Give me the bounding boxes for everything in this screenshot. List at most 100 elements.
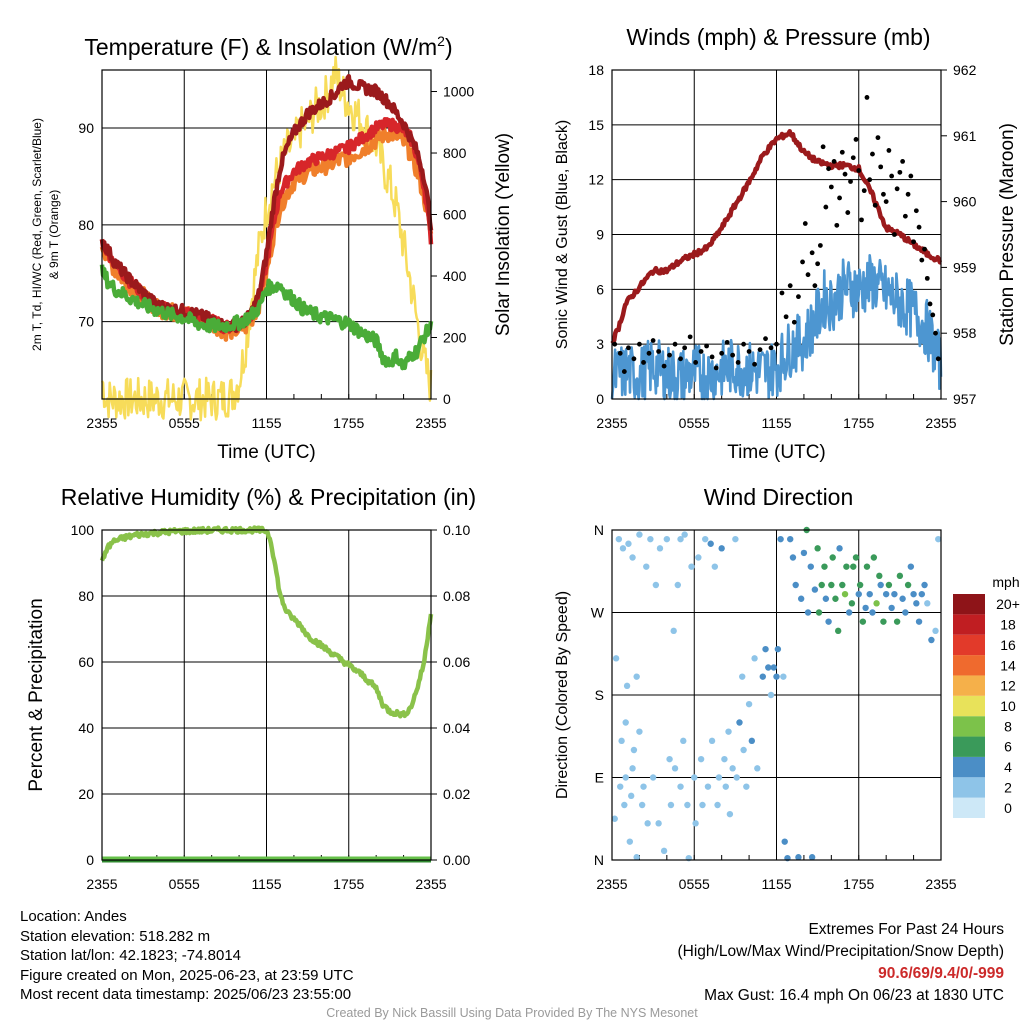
direction-point [722,783,729,790]
gust-point [809,250,815,256]
y-right-tick-label: 0.08 [443,588,470,604]
max-gust: Max Gust: 16.4 mph On 06/23 at 1830 UTC [704,987,1004,1004]
gust-point [831,158,837,164]
direction-point [814,545,821,552]
gust-point [886,148,892,153]
colorbar-title: mph [992,574,1019,590]
gust-point [735,360,741,365]
y-tick-label: 9 [596,227,604,243]
recent-data-timestamp: Most recent data timestamp: 2025/06/23 2… [20,986,352,1003]
gust-point [911,239,916,245]
x-tick-label: 1155 [761,415,791,431]
x-tick-label: 1155 [251,415,281,431]
gust-point [839,149,845,155]
direction-point [800,549,808,557]
direction-point [704,783,712,790]
gust-point [719,350,725,356]
gust-point [667,352,672,358]
direction-point [893,618,901,625]
direction-point [667,801,675,809]
direction-point [828,581,835,589]
direction-point [767,691,775,699]
colorbar-cell [953,634,985,656]
direction-point [836,545,843,552]
gust-point [741,341,746,347]
direction-point [611,815,618,822]
direction-point [841,590,849,598]
x-tick-label: 2355 [415,415,446,431]
direction-point [692,820,699,827]
gust-point [930,312,936,318]
gust-point [768,345,774,351]
direction-point [862,604,869,612]
direction-point [615,535,623,543]
direction-point [619,545,627,552]
y-tick-label: 0 [86,852,94,868]
direction-point [843,563,850,570]
colorbar-label: 10 [1000,698,1016,714]
direction-point [774,645,782,653]
series-line [610,254,943,401]
direction-point [873,600,880,607]
panel-1: 70 80 90 0 200 400 600 800 1000 2355 0555 1155 1755 2… [30,33,514,463]
direction-point [882,590,890,598]
gust-point [650,338,656,343]
gust-point [637,341,642,347]
y-right-tick-label: 200 [443,330,467,346]
direction-point [733,774,740,781]
direction-point [845,609,853,616]
y-right-tick-label: 0.02 [443,786,470,802]
series-line [100,55,433,422]
gust-point [894,186,900,192]
direction-point [795,854,802,861]
gust-point [820,144,826,150]
gust-point [612,341,618,347]
direction-point [627,792,635,800]
direction-point [907,563,915,570]
gust-point [730,352,736,358]
direction-point [928,636,935,644]
direction-point [869,609,876,616]
direction-point [636,531,643,538]
y-right-tick-label: 0.06 [443,654,470,670]
direction-point [681,531,688,538]
y-right-tick-label: 957 [953,391,977,407]
series-line [610,129,943,346]
direction-point [829,554,836,561]
extremes-subtitle: (High/Low/Max Wind/Precipitation/Snow De… [677,943,1005,960]
direction-point [695,554,702,561]
colorbar-label: 4 [1004,759,1012,775]
gust-point [815,261,821,267]
direction-point [877,581,884,589]
station-elevation: Station elevation: 518.282 m [20,927,211,945]
gust-point [763,336,768,342]
gust-point [621,369,627,374]
colorbar-label: 12 [1000,678,1016,694]
y-axis-label: Direction (Colored By Speed) [554,591,571,799]
y-axis-label: Percent & Precipitation [26,598,47,791]
gust-point [933,330,938,336]
direction-point [866,590,873,598]
colorbar-label: 14 [1000,657,1016,673]
colorbar-label: 20+ [996,596,1020,612]
gust-point [812,283,818,289]
gust-point [646,350,652,356]
gust-point [850,155,856,161]
colorbar-cell [953,614,985,635]
y-right-tick-label: 0.10 [443,522,470,538]
direction-point [818,581,825,589]
y-right-tick-label: 961 [953,128,977,144]
direction-point [852,554,860,561]
x-tick-label: 2355 [925,876,956,892]
direction-point [891,590,898,598]
gust-point [864,95,870,100]
gust-point [698,349,704,354]
direction-point [617,783,624,790]
gust-point [924,275,930,281]
direction-point [721,755,728,763]
direction-point [745,700,753,708]
gust-point [845,210,851,215]
direction-point [781,838,788,845]
direction-point [762,645,769,653]
